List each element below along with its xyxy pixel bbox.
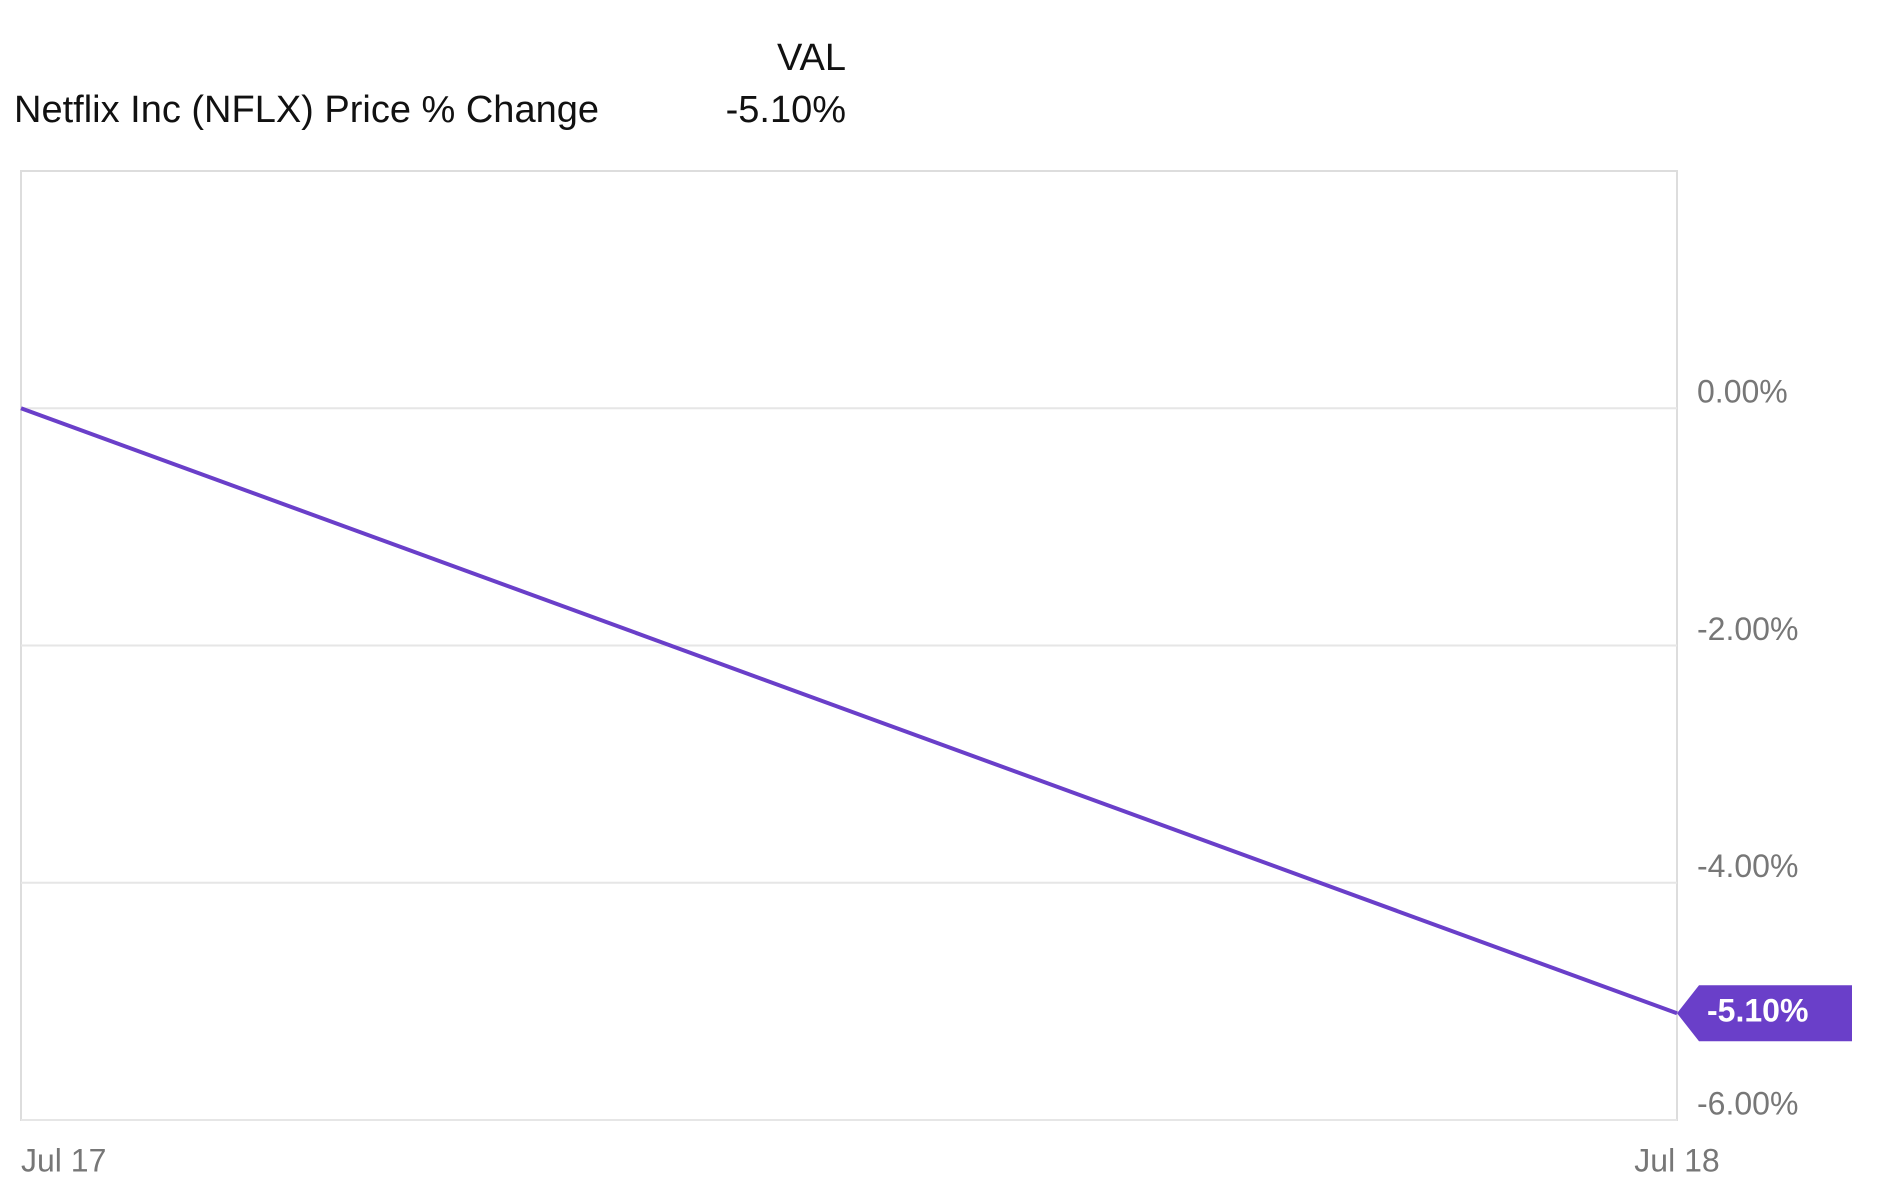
x-tick-label: Jul 17: [21, 1142, 106, 1178]
y-tick-label: -4.00%: [1697, 848, 1798, 884]
line: [20, 406, 1678, 1016]
end-tag-label: -5.10%: [1707, 993, 1808, 1029]
legend-name: Netflix Inc (NFLX) Price % Change: [14, 89, 599, 131]
y-tick-label: -6.00%: [1697, 1085, 1798, 1121]
legend-header: VAL: [777, 37, 846, 79]
legend-value: -5.10%: [726, 89, 846, 131]
y-tick-label: -2.00%: [1697, 611, 1798, 647]
x-tick-label: Jul 18: [1634, 1142, 1719, 1178]
end-tag: [1677, 985, 1852, 1042]
y-tick-label: 0.00%: [1697, 374, 1788, 410]
